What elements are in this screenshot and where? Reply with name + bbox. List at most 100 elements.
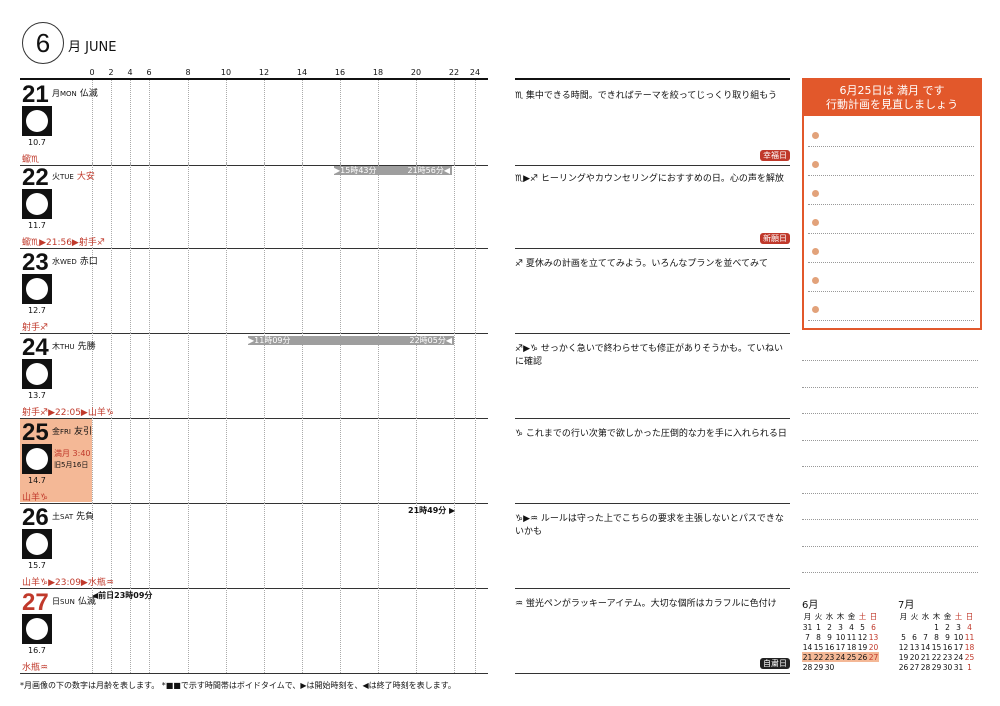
- calendar-day[interactable]: 25: [964, 652, 975, 662]
- calendar-day[interactable]: 3: [838, 622, 843, 632]
- calendar-day[interactable]: 12: [857, 632, 868, 642]
- calendar-day[interactable]: 9: [827, 632, 832, 642]
- calendar-day[interactable]: 20: [909, 652, 920, 662]
- calendar-day[interactable]: 16: [824, 642, 835, 652]
- calendar-day[interactable]: 19: [857, 642, 868, 652]
- checklist-item[interactable]: [808, 271, 974, 292]
- calendar-day[interactable]: 8: [934, 632, 939, 642]
- memo-row[interactable]: ♐▶♑ せっかく急いで終わらせても修正がありそうかも。ていねいに確認: [515, 333, 790, 419]
- checklist-item[interactable]: [808, 300, 974, 321]
- calendar-day[interactable]: 15: [813, 642, 824, 652]
- calendar-day[interactable]: [857, 662, 868, 672]
- calendar-day[interactable]: 8: [816, 632, 821, 642]
- calendar-day[interactable]: 19: [898, 652, 909, 662]
- note-line[interactable]: [802, 466, 978, 467]
- note-line[interactable]: [802, 413, 978, 414]
- calendar-day[interactable]: 6: [912, 632, 917, 642]
- calendar-day[interactable]: 25: [846, 652, 857, 662]
- calendar-day[interactable]: 23: [942, 652, 953, 662]
- calendar-day[interactable]: 30: [824, 662, 835, 672]
- checklist-item[interactable]: [808, 213, 974, 234]
- calendar-day[interactable]: 27: [909, 662, 920, 672]
- calendar-day[interactable]: 12: [898, 642, 909, 652]
- memo-row[interactable]: ♒ 蛍光ペンがラッキーアイテム。大切な個所はカラフルに色付け 自粛日: [515, 588, 790, 674]
- calendar-day[interactable]: 26: [857, 652, 868, 662]
- calendar-day[interactable]: [920, 622, 931, 632]
- calendar-day[interactable]: 20: [868, 642, 879, 652]
- calendar-day[interactable]: 1: [934, 622, 939, 632]
- calendar-day[interactable]: 10: [835, 632, 846, 642]
- calendar-day[interactable]: 21: [920, 652, 931, 662]
- calendar-day[interactable]: 5: [860, 622, 865, 632]
- calendar-day[interactable]: 9: [945, 632, 950, 642]
- calendar-day[interactable]: 13: [868, 632, 879, 642]
- calendar-day[interactable]: 5: [901, 632, 906, 642]
- calendar-day[interactable]: 7: [805, 632, 810, 642]
- calendar-day[interactable]: 31: [802, 622, 813, 632]
- calendar-day[interactable]: 18: [964, 642, 975, 652]
- calendar-day[interactable]: [868, 662, 879, 672]
- calendar-day[interactable]: 11: [846, 632, 857, 642]
- calendar-day[interactable]: 10: [953, 632, 964, 642]
- calendar-day[interactable]: 7: [923, 632, 928, 642]
- note-line[interactable]: [802, 572, 978, 573]
- note-line[interactable]: [802, 492, 978, 494]
- checklist-item[interactable]: [808, 155, 974, 176]
- day-row[interactable]: 24 木THU 先勝 13.7 射手♐▶22:05▶山羊♑ ▶11時09分 22時05分◀: [20, 333, 488, 419]
- calendar-day[interactable]: 21: [802, 652, 813, 662]
- calendar-day[interactable]: 2: [945, 622, 950, 632]
- calendar-day[interactable]: 31: [953, 662, 964, 672]
- calendar-day[interactable]: [909, 622, 920, 632]
- checklist-item[interactable]: [808, 242, 974, 263]
- calendar-day[interactable]: 28: [920, 662, 931, 672]
- calendar-day[interactable]: 26: [898, 662, 909, 672]
- day-row[interactable]: 27 日SUN 仏滅 16.7 水瓶♒ ◀前日23時09分: [20, 588, 488, 674]
- calendar-day[interactable]: 24: [835, 652, 846, 662]
- calendar-day[interactable]: 3: [956, 622, 961, 632]
- calendar-day[interactable]: 27: [868, 652, 879, 662]
- calendar-day[interactable]: [846, 662, 857, 672]
- calendar-day[interactable]: [898, 622, 909, 632]
- calendar-day[interactable]: 18: [846, 642, 857, 652]
- calendar-day[interactable]: 22: [931, 652, 942, 662]
- calendar-day[interactable]: 30: [942, 662, 953, 672]
- calendar-day[interactable]: 11: [964, 632, 975, 642]
- calendar-day[interactable]: 17: [953, 642, 964, 652]
- note-line[interactable]: [802, 386, 978, 388]
- calendar-day[interactable]: [835, 662, 846, 672]
- calendar-day[interactable]: 2: [827, 622, 832, 632]
- calendar-day[interactable]: 1: [967, 662, 972, 672]
- calendar-day[interactable]: 14: [802, 642, 813, 652]
- day-row[interactable]: 22 火TUE 大安 11.7 蠍♏▶21:56▶射手♐ ▶15時43分 21時56分◀: [20, 163, 488, 249]
- note-line[interactable]: [802, 519, 978, 520]
- checklist-item[interactable]: [808, 126, 974, 147]
- calendar-day[interactable]: 17: [835, 642, 846, 652]
- note-line[interactable]: [802, 545, 978, 547]
- calendar-day[interactable]: 16: [942, 642, 953, 652]
- memo-row[interactable]: ♏▶♐ ヒーリングやカウンセリングにおすすめの日。心の声を解放 新願日: [515, 163, 790, 249]
- day-row[interactable]: 26 土SAT 先負 15.7 山羊♑▶23:09▶水瓶♒ 21時49分 ▶: [20, 503, 488, 589]
- note-line[interactable]: [802, 439, 978, 441]
- memo-row[interactable]: ♑▶♒ ルールは守った上でこちらの要求を主張しないとパスできないかも: [515, 503, 790, 589]
- calendar-day[interactable]: 15: [931, 642, 942, 652]
- calendar-day[interactable]: 13: [909, 642, 920, 652]
- memo-row[interactable]: ♏ 集中できる時間。できればテーマを絞ってじっくり取り組もう 幸福日: [515, 78, 790, 166]
- day-row[interactable]: 23 水WED 赤口 12.7 射手♐: [20, 248, 488, 334]
- calendar-day[interactable]: 14: [920, 642, 931, 652]
- calendar-day[interactable]: 28: [802, 662, 813, 672]
- memo-row[interactable]: ♑ これまでの行い次第で欲しかった圧倒的な力を手に入れられる日: [515, 418, 790, 504]
- calendar-day[interactable]: 22: [813, 652, 824, 662]
- day-row[interactable]: 25 金FRI 友引 14.7 満月 3:40 旧5月16日 山羊♑: [20, 418, 488, 504]
- calendar-day[interactable]: 6: [871, 622, 876, 632]
- calendar-day[interactable]: 1: [816, 622, 821, 632]
- calendar-day[interactable]: 24: [953, 652, 964, 662]
- calendar-day[interactable]: 4: [849, 622, 854, 632]
- calendar-day[interactable]: 29: [931, 662, 942, 672]
- memo-row[interactable]: ♐ 夏休みの計画を立ててみよう。いろんなプランを並べてみて: [515, 248, 790, 334]
- day-row[interactable]: 21 月MON 仏滅 10.7 蠍♏: [20, 78, 488, 166]
- note-line[interactable]: [802, 360, 978, 361]
- calendar-day[interactable]: 23: [824, 652, 835, 662]
- calendar-day[interactable]: 29: [813, 662, 824, 672]
- calendar-day[interactable]: 4: [967, 622, 972, 632]
- checklist-item[interactable]: [808, 184, 974, 205]
